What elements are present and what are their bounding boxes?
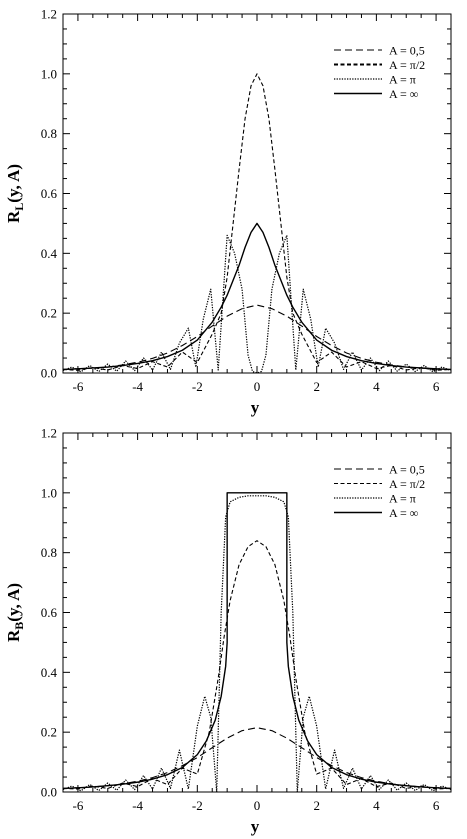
- series-line-2: [63, 73, 451, 371]
- x-tick-label: -2: [192, 379, 203, 394]
- series-line-4: [63, 492, 451, 790]
- x-tick-label: 2: [313, 798, 320, 813]
- series-line-3: [63, 234, 451, 373]
- x-tick-label: -2: [192, 798, 203, 813]
- legend-entry-label: A = 0,5: [389, 44, 425, 58]
- legend-entry-label: A = ∞: [389, 506, 418, 520]
- x-axis-label: y: [251, 817, 260, 836]
- x-tick-label: -4: [132, 798, 143, 813]
- series-line-4: [63, 222, 451, 371]
- legend-entry-label: A = π/2: [389, 477, 425, 491]
- x-tick-label: 2: [313, 379, 320, 394]
- series-line-1: [63, 304, 451, 370]
- x-tick-label: 4: [373, 379, 380, 394]
- series-line-2: [63, 540, 451, 790]
- x-tick-label: -6: [73, 798, 84, 813]
- x-tick-label: -6: [73, 379, 84, 394]
- y-tick-label: 1.0: [41, 66, 57, 81]
- legend-entry-label: A = π/2: [389, 58, 425, 72]
- legend-entry-label: A = ∞: [389, 87, 418, 101]
- y-tick-label: 0.0: [41, 366, 57, 381]
- legend-entry-label: A = π: [389, 73, 416, 87]
- y-tick-label: 0.2: [41, 306, 57, 321]
- x-tick-label: 4: [373, 798, 380, 813]
- y-axis-label: RL(y, A): [4, 164, 26, 223]
- series-line-3: [63, 495, 451, 792]
- y-tick-label: 1.0: [41, 485, 57, 500]
- y-tick-label: 0.2: [41, 725, 57, 740]
- x-tick-label: -4: [132, 379, 143, 394]
- x-tick-label: 0: [254, 379, 261, 394]
- y-tick-label: 0.0: [41, 785, 57, 800]
- y-tick-label: 0.6: [41, 605, 58, 620]
- chart-panel-1: -6 -4 -2 0 2 4 6 0.0 0.2 0.4 0.6 0.8 1.0 1.2 y RL(y, A)…: [4, 7, 452, 417]
- y-tick-label: 0.8: [41, 126, 57, 141]
- y-tick-label: 1.2: [41, 426, 57, 441]
- x-axis-label: y: [251, 398, 260, 417]
- y-tick-label: 0.6: [41, 186, 58, 201]
- legend-entry-label: A = π: [389, 492, 416, 506]
- legend-entry-label: A = 0,5: [389, 463, 425, 477]
- x-tick-label: 6: [433, 379, 440, 394]
- y-tick-label: 1.2: [41, 7, 57, 22]
- y-tick-label: 0.4: [41, 665, 58, 680]
- x-tick-label: 6: [433, 798, 440, 813]
- x-tick-label: 0: [254, 798, 261, 813]
- y-tick-label: 0.4: [41, 246, 58, 261]
- chart-panel-2: -6 -4 -2 0 2 4 6 0.0 0.2 0.4 0.6 0.8 1.0 1.2 y RB(y, A)…: [4, 426, 452, 836]
- y-tick-label: 0.8: [41, 545, 57, 560]
- y-axis-label: RB(y, A): [4, 583, 26, 642]
